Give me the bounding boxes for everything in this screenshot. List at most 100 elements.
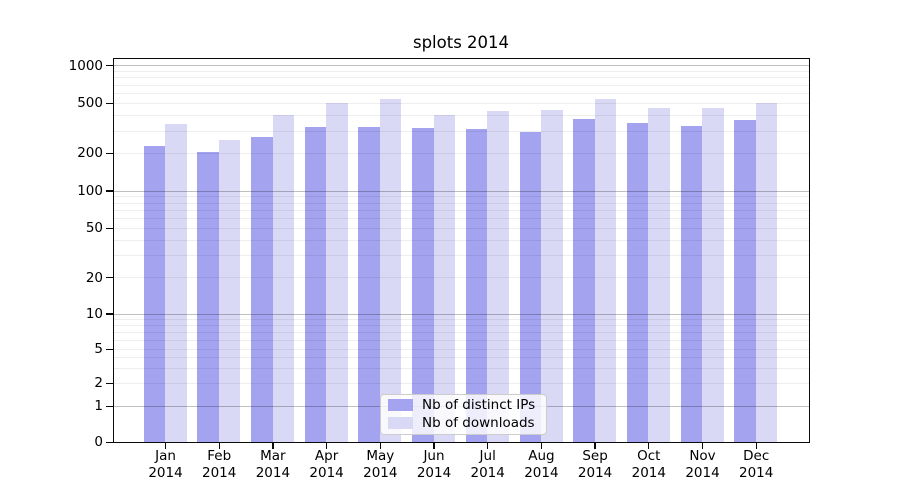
x-label-year: 2014: [577, 465, 613, 481]
x-label-month: May: [366, 447, 395, 464]
minor-gridline: [113, 239, 809, 241]
minor-gridline: [113, 84, 809, 86]
bar-downloads-apr: [326, 102, 348, 442]
y-tick: [106, 227, 113, 229]
y-tick-label: 500: [77, 95, 103, 112]
x-label-month: Oct: [637, 447, 661, 464]
bar-downloads-jul: [487, 111, 509, 442]
x-label-month: Aug: [528, 447, 555, 464]
minor-gridline: [113, 383, 809, 385]
x-label-year: 2014: [524, 465, 559, 481]
gridlines-layer: [113, 59, 809, 442]
x-tick-label-dec: Dec 2014: [724, 448, 788, 483]
legend-swatch-downloads: [388, 417, 413, 429]
x-label-year: 2014: [363, 465, 398, 481]
y-tick-label: 5: [94, 341, 103, 358]
x-label-month: Apr: [314, 447, 339, 464]
x-label-year: 2014: [202, 465, 237, 481]
bar-downloads-dec: [755, 102, 778, 442]
minor-gridline: [113, 115, 809, 117]
major-gridline: [113, 190, 809, 192]
bar-distinct-ips-oct: [626, 123, 649, 442]
legend-label-downloads: Nb of downloads: [422, 415, 535, 431]
major-gridline: [113, 65, 809, 67]
minor-gridline: [113, 71, 809, 73]
bar-distinct-ips-nov: [680, 125, 703, 442]
minor-gridline: [113, 209, 809, 211]
minor-gridline: [113, 331, 809, 333]
x-tick: [594, 442, 596, 450]
x-label-month: Dec: [743, 447, 770, 464]
y-tick: [106, 65, 113, 67]
y-tick: [106, 152, 113, 154]
bar-downloads-oct: [648, 108, 670, 442]
bar-downloads-feb: [218, 139, 241, 442]
x-tick-label-feb: Feb 2014: [187, 448, 251, 483]
bar-distinct-ips-mar: [251, 136, 273, 442]
y-tick-label: 100: [77, 182, 103, 199]
major-gridline: [113, 313, 809, 315]
y-tick-label: 200: [77, 145, 103, 162]
y-tick-label: 1: [94, 398, 103, 415]
bar-downloads-may: [379, 99, 402, 442]
x-tick: [218, 442, 220, 450]
bar-distinct-ips-feb: [197, 151, 219, 442]
bar-downloads-jan: [165, 124, 187, 442]
minor-gridline: [113, 277, 809, 279]
x-tick: [325, 442, 328, 450]
minor-gridline: [113, 77, 809, 79]
x-label-month: Jan: [155, 447, 176, 464]
x-label-year: 2014: [685, 465, 720, 481]
minor-gridline: [113, 325, 809, 327]
x-tick-label-mar: Mar 2014: [241, 448, 305, 483]
minor-gridline: [113, 357, 809, 359]
x-tick: [487, 442, 489, 450]
x-tick: [433, 442, 435, 450]
minor-gridline: [113, 152, 809, 154]
minor-gridline: [113, 339, 809, 341]
x-label-year: 2014: [416, 465, 452, 481]
minor-gridline: [113, 349, 809, 351]
y-tick: [106, 348, 113, 351]
x-label-year: 2014: [470, 465, 505, 481]
minor-gridline: [113, 202, 809, 204]
minor-gridline: [113, 227, 809, 229]
bar-distinct-ips-dec: [734, 120, 756, 442]
x-tick-label-aug: Aug 2014: [509, 448, 573, 483]
x-tick: [164, 442, 167, 450]
legend-entry-distinct-ips: Nb of distinct IPs: [388, 398, 538, 412]
minor-gridline: [113, 196, 809, 198]
x-label-year: 2014: [631, 465, 666, 481]
x-tick-label-jul: Jul 2014: [456, 448, 520, 483]
y-tick: [106, 441, 113, 443]
bar-distinct-ips-jan: [143, 146, 166, 442]
y-tick-label: 0: [94, 434, 103, 451]
x-label-month: Sep: [582, 447, 608, 464]
x-label-year: 2014: [309, 465, 344, 481]
minor-gridline: [113, 255, 809, 257]
x-tick-label-jan: Jan 2014: [134, 448, 198, 483]
y-tick: [106, 313, 113, 315]
y-tick: [106, 277, 113, 279]
y-tick: [106, 382, 113, 385]
bar-downloads-nov: [702, 107, 724, 442]
y-tick-label: 50: [85, 220, 103, 237]
minor-gridline: [113, 318, 809, 320]
bar-downloads-mar: [272, 115, 294, 442]
x-tick-label-oct: Oct 2014: [617, 448, 681, 483]
x-label-month: Nov: [689, 447, 716, 464]
x-tick: [540, 442, 543, 450]
x-label-month: Jun: [423, 447, 445, 464]
bar-distinct-ips-jul: [465, 129, 488, 442]
chart-title: splots 2014: [412, 33, 510, 52]
bar-distinct-ips-aug: [519, 131, 541, 442]
bar-distinct-ips-sep: [573, 118, 595, 442]
x-label-year: 2014: [255, 465, 291, 481]
y-tick: [106, 190, 113, 192]
y-tick: [106, 102, 113, 105]
y-tick-label: 20: [85, 269, 103, 286]
minor-gridline: [113, 130, 809, 132]
bar-downloads-sep: [594, 98, 617, 442]
minor-gridline: [113, 93, 809, 95]
x-label-year: 2014: [739, 465, 774, 481]
